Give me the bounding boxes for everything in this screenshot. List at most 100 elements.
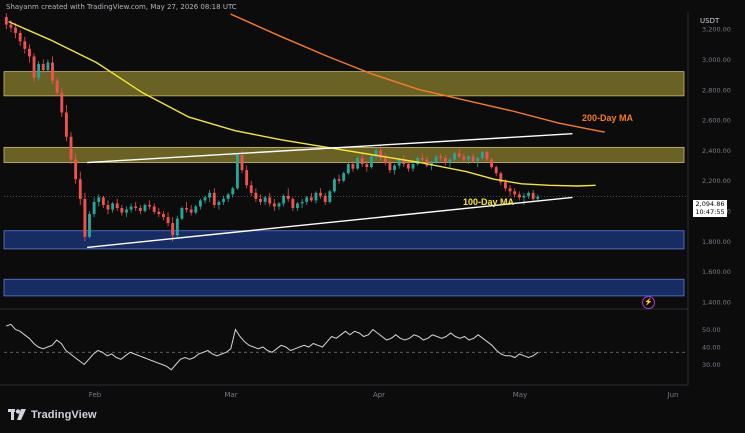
candle-body: [393, 165, 396, 171]
y-tick-label: 1,600.00: [702, 268, 731, 276]
candle-body: [111, 203, 115, 210]
candle-body: [254, 192, 258, 199]
candle-body: [222, 198, 225, 202]
candle-body: [379, 150, 383, 158]
candle-body: [69, 136, 73, 160]
candle-body: [536, 196, 540, 199]
x-tick-label: Feb: [89, 391, 102, 399]
last-price-tag: 2,094.86 10:47:55: [693, 200, 727, 217]
candle-body: [490, 159, 494, 168]
tradingview-logo-icon: [8, 409, 26, 420]
rsi-tick-label: 30.00: [702, 361, 721, 369]
candle-body: [467, 156, 470, 160]
ma200-label: 200-Day MA: [582, 113, 634, 123]
candle-body: [356, 157, 359, 169]
candle-body: [64, 112, 68, 137]
candle-body: [402, 159, 406, 165]
candle-body: [171, 223, 175, 236]
candle-body: [180, 208, 184, 219]
candle-body: [162, 214, 165, 218]
zone-resistance-high: [3, 71, 685, 97]
candle-body: [517, 194, 521, 198]
candle-body: [296, 203, 299, 208]
candle-body: [471, 156, 475, 162]
lightning-icon[interactable]: ⚡: [642, 296, 655, 309]
candle-body: [282, 195, 286, 204]
rsi-tick-label: 40.00: [702, 344, 721, 352]
candle-body: [226, 194, 230, 199]
candle-body: [198, 200, 202, 207]
symbol-label[interactable]: USDT: [700, 17, 720, 25]
candle-body: [314, 192, 318, 201]
x-tick-label: Mar: [224, 391, 237, 399]
y-tick-label: 3,000.00: [702, 56, 731, 64]
candle-body: [309, 197, 313, 201]
candle-body: [9, 24, 13, 28]
candle-body: [120, 208, 124, 213]
x-tick-label: May: [513, 391, 527, 399]
upper-channel-line: [87, 133, 573, 164]
rsi-line: [6, 323, 539, 371]
candle-body: [97, 197, 101, 202]
candle-body: [194, 206, 198, 213]
candle-body: [430, 162, 433, 166]
candle-body: [212, 192, 216, 205]
candle-body: [531, 192, 535, 199]
candle-body: [18, 32, 22, 42]
candle-body: [333, 179, 336, 192]
candle-body: [185, 208, 188, 210]
candle-body: [14, 27, 17, 33]
candle-body: [406, 164, 410, 169]
candle-body: [462, 156, 466, 160]
candle-body: [245, 170, 249, 186]
candle-body: [259, 198, 262, 202]
candle-body: [55, 80, 59, 93]
candle-body: [337, 179, 341, 181]
ma200-line: [230, 13, 605, 133]
candle-body: [291, 198, 295, 208]
y-tick-label: 3,200.00: [702, 26, 731, 34]
ma100-line: [8, 20, 596, 187]
candle-body: [134, 206, 138, 208]
candle-body: [480, 151, 484, 158]
x-tick-label: Apr: [373, 391, 385, 399]
zone-support-low: [3, 278, 685, 297]
candle-body: [235, 154, 239, 189]
tradingview-logo[interactable]: TradingView: [8, 409, 97, 421]
candle-body: [92, 201, 96, 215]
candle-body: [157, 211, 161, 215]
candle-body: [369, 156, 373, 168]
candle-body: [365, 164, 369, 168]
candle-body: [240, 154, 244, 171]
candle-body: [300, 201, 304, 204]
lower-channel-line: [87, 196, 573, 249]
candle-body: [416, 157, 420, 165]
candle-body: [88, 214, 91, 237]
candle-body: [439, 156, 443, 158]
last-price: 2,094.86: [695, 200, 725, 208]
candle-body: [476, 157, 480, 162]
candle-body: [360, 157, 364, 165]
candle-body: [453, 153, 457, 160]
candle-body: [189, 209, 193, 213]
candle-body: [203, 197, 207, 201]
candle-body: [60, 92, 64, 113]
candle-body: [286, 195, 290, 199]
candle-body: [46, 62, 50, 71]
x-tick-label: Jun: [667, 391, 679, 399]
candle-body: [208, 192, 212, 198]
y-tick-label: 2,400.00: [702, 147, 731, 155]
candle-body: [457, 153, 461, 157]
candle-body: [115, 203, 119, 208]
candle-body: [41, 64, 45, 71]
candle-body: [411, 164, 415, 169]
zone-support-high: [3, 230, 685, 250]
candle-body: [508, 188, 512, 192]
candle-body: [74, 159, 78, 180]
y-tick-label: 2,200.00: [702, 177, 731, 185]
candle-body: [305, 197, 309, 202]
candle-body: [504, 182, 507, 189]
candle-body: [268, 197, 272, 204]
